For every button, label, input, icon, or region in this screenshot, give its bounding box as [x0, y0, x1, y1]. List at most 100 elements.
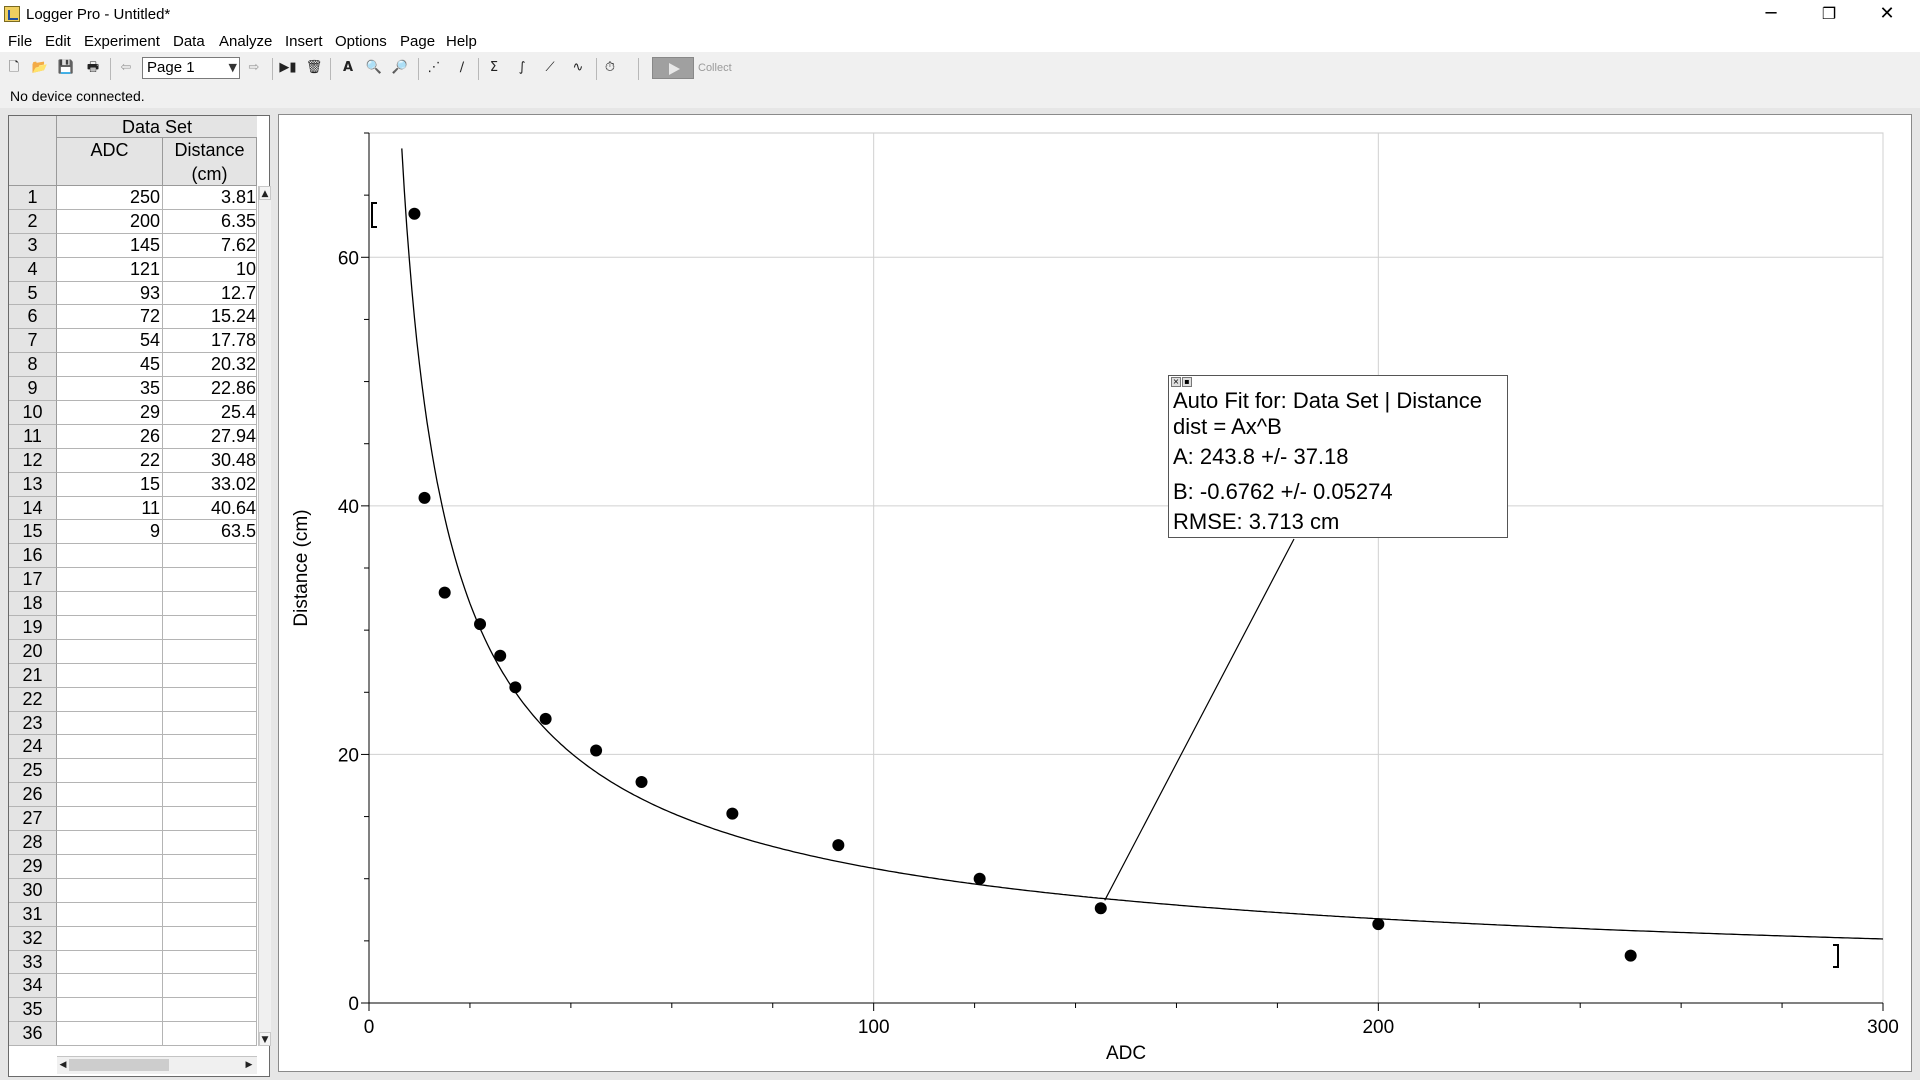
dataset-header[interactable]: Data Set [57, 116, 257, 138]
data-point[interactable] [474, 618, 487, 631]
new-file-icon[interactable]: 🗋 [8, 60, 20, 75]
cell-adc[interactable]: 22 [57, 448, 163, 473]
table-row[interactable]: 28 [9, 831, 257, 855]
table-row[interactable]: 7 54 17.78 [9, 329, 257, 354]
page-forward-icon[interactable]: ⇨ [248, 60, 260, 75]
cell-adc[interactable] [57, 759, 163, 784]
cell-distance[interactable]: 6.35 [163, 209, 257, 234]
cell-adc[interactable]: 121 [57, 257, 163, 282]
row-number[interactable]: 12 [9, 448, 57, 473]
curve-fit-icon[interactable]: ∿ [572, 60, 584, 75]
cell-adc[interactable] [57, 544, 163, 569]
table-row[interactable]: 22 [9, 687, 257, 712]
row-number[interactable]: 26 [9, 783, 57, 808]
data-point[interactable] [509, 681, 522, 694]
cell-distance[interactable]: 12.7 [163, 281, 257, 306]
cell-adc[interactable] [57, 807, 163, 832]
graph-panel[interactable]: 0 100 200 300 0 20 40 60 ADC Distance (cm) [278, 114, 1912, 1072]
table-row[interactable]: 2 200 6.35 [9, 209, 257, 234]
scatter-chart[interactable]: 0 100 200 300 0 20 40 60 ADC Distance (cm) [279, 115, 1913, 1073]
autoscale-icon[interactable]: A [342, 60, 354, 75]
close-button[interactable]: ✕ [1879, 3, 1895, 24]
cell-distance[interactable] [163, 735, 257, 760]
cell-adc[interactable]: 26 [57, 424, 163, 449]
table-row[interactable]: 34 [9, 974, 257, 999]
table-row[interactable]: 6 72 15.24 [9, 305, 257, 330]
fit-options-icon[interactable]: ▪ [1182, 377, 1192, 387]
maximize-button[interactable]: ❐ [1821, 4, 1837, 23]
cell-adc[interactable]: 72 [57, 305, 163, 330]
cell-adc[interactable]: 250 [57, 186, 163, 210]
data-point[interactable] [1624, 949, 1637, 962]
table-row[interactable]: 35 [9, 998, 257, 1023]
cell-distance[interactable]: 7.62 [163, 233, 257, 258]
column-header-distance[interactable]: Distance (cm) [163, 138, 257, 186]
row-number[interactable]: 31 [9, 902, 57, 927]
row-number[interactable]: 13 [9, 472, 57, 497]
close-fit-box-icon[interactable]: × [1171, 377, 1181, 387]
row-number[interactable]: 15 [9, 520, 57, 545]
menu-insert[interactable]: Insert [285, 33, 323, 50]
zoom-in-icon[interactable]: 🔍 [365, 60, 383, 75]
row-number[interactable]: 25 [9, 759, 57, 784]
menu-edit[interactable]: Edit [45, 33, 71, 50]
data-point[interactable] [973, 872, 986, 885]
table-row[interactable]: 36 [9, 1022, 257, 1047]
cell-distance[interactable]: 30.48 [163, 448, 257, 473]
cell-distance[interactable] [163, 831, 257, 855]
cell-adc[interactable] [57, 998, 163, 1023]
horizontal-scroll-thumb[interactable] [69, 1059, 169, 1071]
cell-adc[interactable]: 29 [57, 401, 163, 425]
cell-adc[interactable] [57, 687, 163, 712]
table-row[interactable]: 19 [9, 616, 257, 640]
data-point[interactable] [832, 839, 845, 852]
row-number[interactable]: 29 [9, 854, 57, 879]
row-number[interactable]: 17 [9, 568, 57, 593]
row-number[interactable]: 6 [9, 305, 57, 330]
table-row[interactable]: 14 11 40.64 [9, 496, 257, 521]
cell-adc[interactable] [57, 735, 163, 760]
cell-adc[interactable] [57, 663, 163, 688]
row-number[interactable]: 28 [9, 831, 57, 855]
cell-distance[interactable] [163, 902, 257, 927]
cell-distance[interactable] [163, 711, 257, 736]
row-number[interactable]: 32 [9, 926, 57, 951]
auto-fit-box[interactable]: × ▪ Auto Fit for: Data Set | Distance di… [1168, 375, 1508, 538]
row-number[interactable]: 22 [9, 687, 57, 712]
cell-distance[interactable]: 63.5 [163, 520, 257, 545]
save-icon[interactable]: 💾 [57, 60, 75, 75]
row-number[interactable]: 7 [9, 329, 57, 354]
cell-adc[interactable] [57, 1022, 163, 1047]
scroll-left-icon[interactable]: ◀ [59, 1060, 67, 1070]
row-number[interactable]: 3 [9, 233, 57, 258]
table-row[interactable]: 8 45 20.32 [9, 353, 257, 378]
row-number[interactable]: 18 [9, 592, 57, 617]
row-number[interactable]: 1 [9, 186, 57, 210]
table-row[interactable]: 29 [9, 854, 257, 879]
row-number[interactable]: 19 [9, 616, 57, 640]
table-row[interactable]: 4 121 10 [9, 257, 257, 282]
table-row[interactable]: 17 [9, 568, 257, 593]
cell-distance[interactable]: 25.4 [163, 401, 257, 425]
table-row[interactable]: 10 29 25.4 [9, 401, 257, 425]
examine-icon[interactable]: ⋰ [427, 60, 441, 75]
cell-adc[interactable] [57, 854, 163, 879]
data-browser-icon[interactable]: ▶▮ [279, 60, 297, 75]
menu-data[interactable]: Data [173, 33, 205, 50]
cell-distance[interactable] [163, 807, 257, 832]
cell-distance[interactable]: 17.78 [163, 329, 257, 354]
cell-distance[interactable]: 20.32 [163, 353, 257, 378]
row-number[interactable]: 16 [9, 544, 57, 569]
cell-distance[interactable] [163, 663, 257, 688]
row-number[interactable]: 20 [9, 639, 57, 664]
table-row[interactable]: 13 15 33.02 [9, 472, 257, 497]
cell-adc[interactable] [57, 831, 163, 855]
menu-file[interactable]: File [8, 33, 33, 50]
linear-fit-icon[interactable]: ⟋ [545, 60, 555, 75]
cell-distance[interactable] [163, 950, 257, 975]
cell-adc[interactable] [57, 639, 163, 664]
data-point[interactable] [494, 649, 507, 662]
cell-adc[interactable]: 145 [57, 233, 163, 258]
table-row[interactable]: 31 [9, 902, 257, 927]
table-row[interactable]: 9 35 22.86 [9, 377, 257, 402]
